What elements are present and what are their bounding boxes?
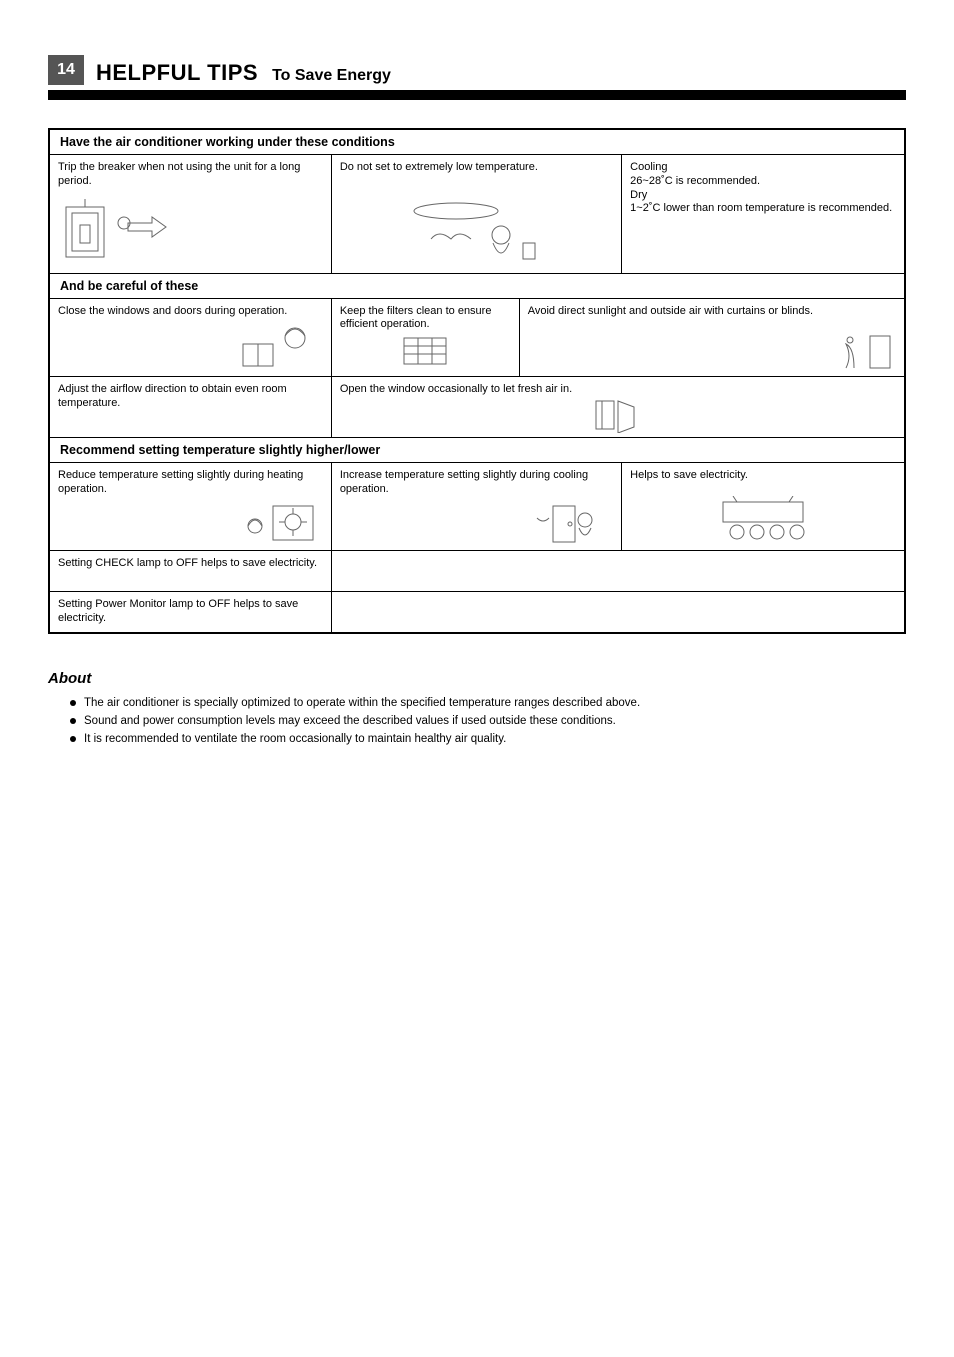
tip-text: Avoid direct sunlight and outside air wi… bbox=[528, 305, 896, 319]
door-person-illustration bbox=[340, 496, 613, 546]
tip-text: Close the windows and doors during opera… bbox=[58, 305, 323, 319]
breaker-illustration bbox=[58, 189, 323, 269]
tip-cell: Setting CHECK lamp to OFF helps to save … bbox=[50, 551, 332, 591]
page-header: HELPFUL TIPS To Save Energy bbox=[96, 60, 906, 86]
tip-text: Setting Power Monitor lamp to OFF helps … bbox=[58, 598, 323, 626]
close-window-illustration bbox=[58, 318, 323, 372]
section-header: Recommend setting temperature slightly h… bbox=[50, 438, 904, 463]
curtain-illustration bbox=[528, 318, 896, 372]
tip-cell: Adjust the airflow direction to obtain e… bbox=[50, 377, 332, 437]
tip-cell: Setting Power Monitor lamp to OFF helps … bbox=[50, 592, 332, 632]
tip-cell: Helps to save electricity. bbox=[622, 463, 904, 551]
tip-cell: Close the windows and doors during opera… bbox=[50, 299, 332, 377]
tip-text: Do not set to extremely low temperature. bbox=[340, 161, 613, 175]
header-rule bbox=[48, 90, 906, 100]
list-item: The air conditioner is specially optimiz… bbox=[70, 695, 906, 711]
section-header: And be careful of these bbox=[50, 274, 904, 299]
tip-cell: Open the window occasionally to let fres… bbox=[332, 377, 904, 437]
tip-text: Cooling 26~28˚C is recommended. Dry 1~2˚… bbox=[630, 161, 896, 216]
table-row: Adjust the airflow direction to obtain e… bbox=[50, 377, 904, 438]
about-bullets: The air conditioner is specially optimiz… bbox=[48, 695, 906, 747]
list-item: Sound and power consumption levels may e… bbox=[70, 713, 906, 729]
cold-person-illustration bbox=[340, 175, 613, 269]
section-header: Have the air conditioner working under t… bbox=[50, 130, 904, 155]
tip-text: Adjust the airflow direction to obtain e… bbox=[58, 383, 323, 411]
tip-text: Trip the breaker when not using the unit… bbox=[58, 161, 323, 189]
table-row: Close the windows and doors during opera… bbox=[50, 299, 904, 378]
tip-cell: Do not set to extremely low temperature. bbox=[332, 155, 622, 273]
tip-text: Helps to save electricity. bbox=[630, 469, 896, 483]
about-heading: About bbox=[48, 670, 906, 687]
table-row: Trip the breaker when not using the unit… bbox=[50, 155, 904, 274]
family-illustration bbox=[630, 483, 896, 547]
tip-cell: Keep the filters clean to ensure efficie… bbox=[332, 299, 520, 377]
tip-text: Open the window occasionally to let fres… bbox=[340, 383, 896, 397]
page-title: HELPFUL TIPS bbox=[96, 60, 258, 86]
tip-cell: Cooling 26~28˚C is recommended. Dry 1~2˚… bbox=[622, 155, 904, 273]
page-number-tab: 14 bbox=[48, 55, 84, 85]
list-item: It is recommended to ventilate the room … bbox=[70, 731, 906, 747]
tips-grid: Have the air conditioner working under t… bbox=[48, 128, 906, 634]
tip-text: Setting CHECK lamp to OFF helps to save … bbox=[58, 557, 323, 571]
filter-illustration bbox=[340, 332, 511, 372]
tip-text: Increase temperature setting slightly du… bbox=[340, 469, 613, 497]
table-row: Reduce temperature setting slightly duri… bbox=[50, 463, 904, 552]
tip-text: Reduce temperature setting slightly duri… bbox=[58, 469, 323, 497]
table-row: Setting Power Monitor lamp to OFF helps … bbox=[50, 592, 904, 632]
tip-cell: Trip the breaker when not using the unit… bbox=[50, 155, 332, 273]
sun-window-illustration bbox=[58, 496, 323, 546]
tip-cell: Reduce temperature setting slightly duri… bbox=[50, 463, 332, 551]
tip-cell: Increase temperature setting slightly du… bbox=[332, 463, 622, 551]
table-row: Setting CHECK lamp to OFF helps to save … bbox=[50, 551, 904, 592]
tip-cell: Avoid direct sunlight and outside air wi… bbox=[520, 299, 904, 377]
tip-text: Keep the filters clean to ensure efficie… bbox=[340, 305, 511, 333]
page-subtitle: To Save Energy bbox=[272, 67, 391, 85]
open-window-illustration bbox=[340, 397, 896, 433]
